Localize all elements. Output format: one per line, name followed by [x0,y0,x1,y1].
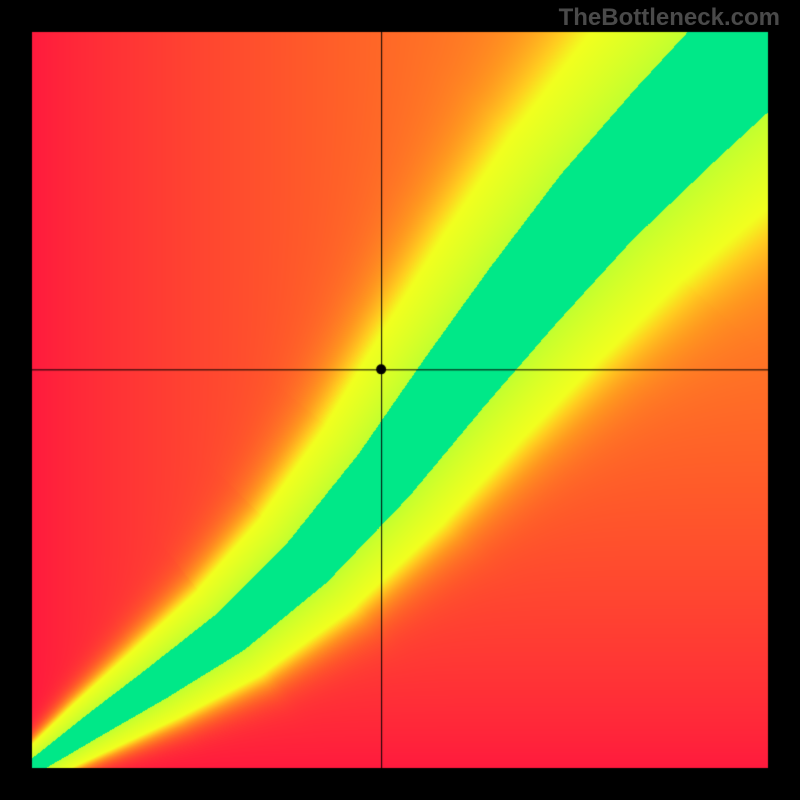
bottleneck-heatmap [0,0,800,800]
chart-container: TheBottleneck.com [0,0,800,800]
watermark-text: TheBottleneck.com [559,4,780,32]
